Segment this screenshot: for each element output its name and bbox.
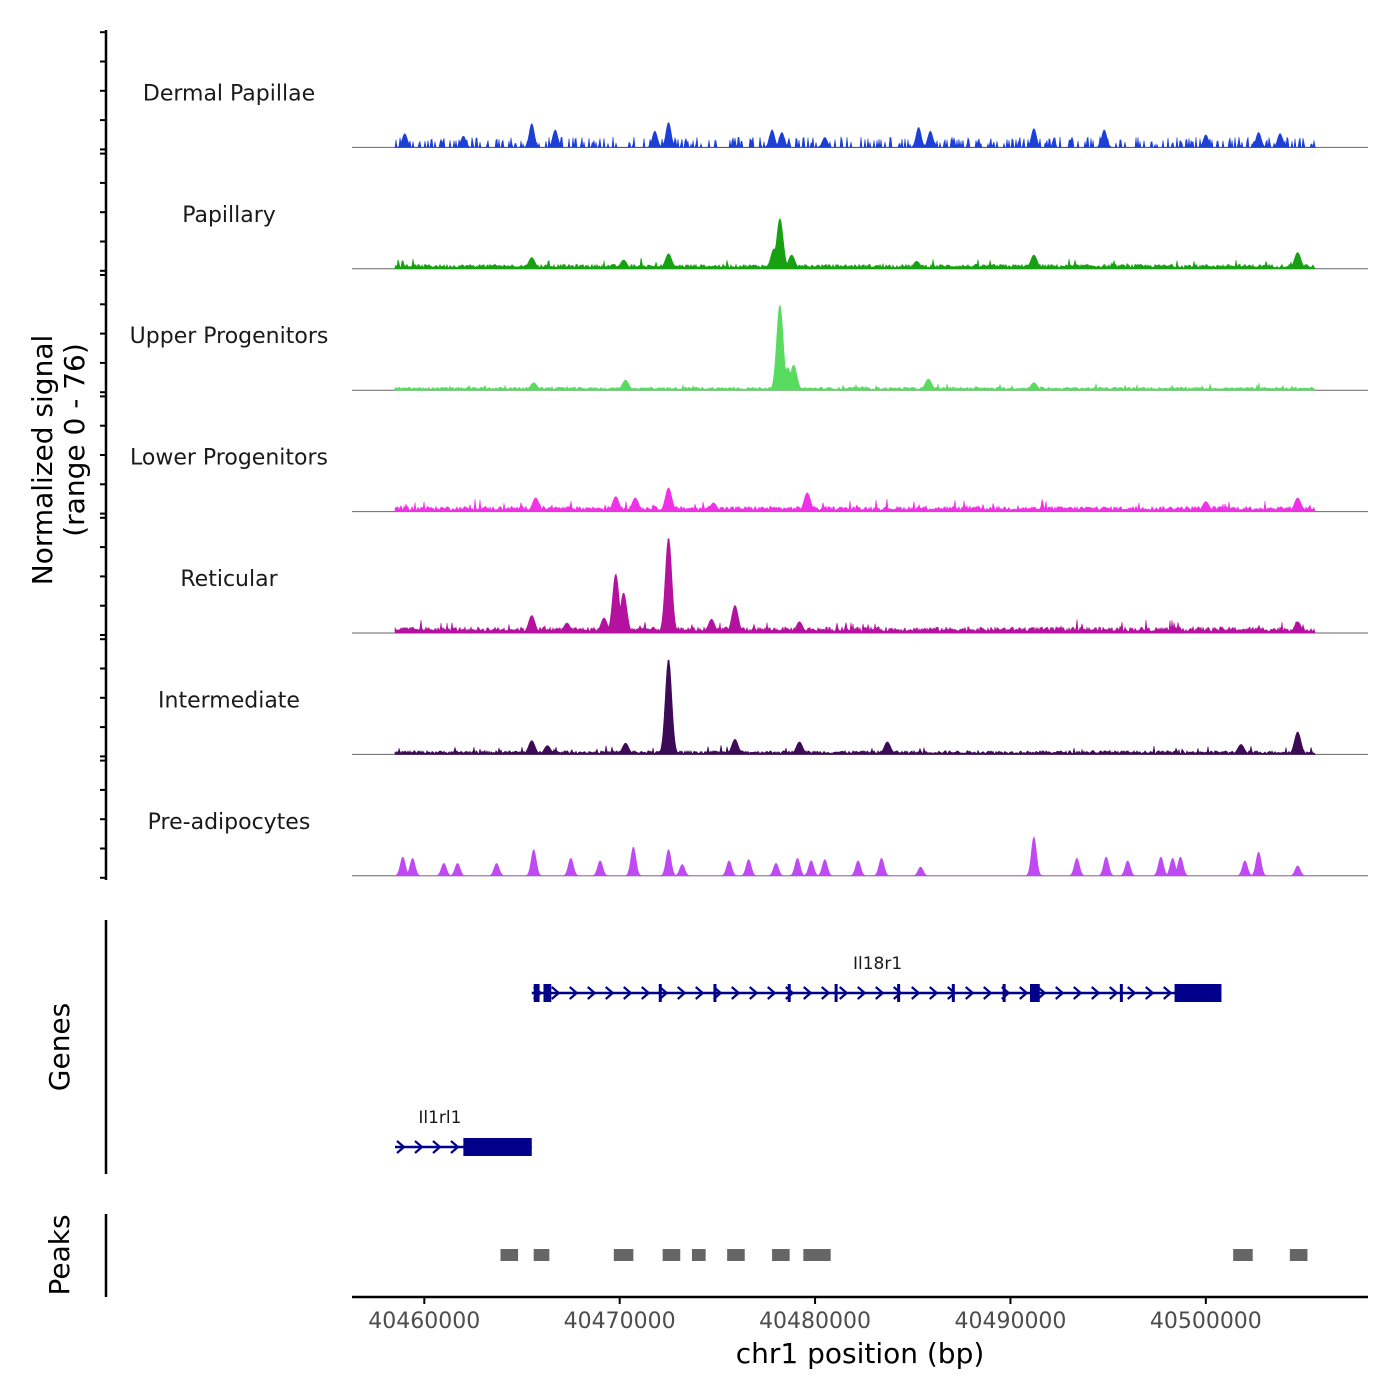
gene-exon (1029, 984, 1040, 1002)
signal-area (394, 217, 1316, 270)
strand-arrow (911, 986, 921, 1000)
signal-track: Pre-adipocytes (148, 810, 1368, 877)
y-axis-title-line2: (range 0 - 76) (58, 343, 91, 537)
signal-area (394, 122, 1316, 149)
gene-name-label: Il1rl1 (418, 1108, 461, 1128)
track-label: Papillary (182, 203, 276, 228)
strand-arrow (767, 986, 777, 1000)
strand-arrow (569, 986, 579, 1000)
strand-arrow (641, 986, 651, 1000)
gene-exon (658, 984, 662, 1002)
track-label: Reticular (180, 567, 278, 592)
strand-arrow (587, 986, 597, 1000)
peak-panel (104, 1214, 1308, 1297)
strand-arrow (450, 1140, 460, 1154)
x-axis: 40460000 40470000 40480000 40490000 40500000 (352, 1295, 1368, 1334)
strand-arrow (893, 986, 903, 1000)
signal-track: Reticular (180, 538, 1368, 634)
strand-arrow (1037, 986, 1047, 1000)
strand-arrow (551, 986, 561, 1000)
peak-region (1289, 1249, 1308, 1261)
track-label: Dermal Papillae (143, 81, 315, 106)
strand-arrow (623, 986, 633, 1000)
peaks-axis-title: Peaks (43, 1214, 76, 1295)
signal-track: Dermal Papillae (143, 81, 1368, 149)
y-axis-title-line1: Normalized signal (26, 335, 59, 586)
signal-track: Papillary (182, 203, 1368, 270)
strand-arrow (432, 1140, 442, 1154)
strand-arrow (857, 986, 867, 1000)
strand-arrow (875, 986, 885, 1000)
x-tick-label: 40480000 (759, 1309, 871, 1334)
signal-track: Intermediate (158, 659, 1368, 755)
gene-exon (713, 984, 717, 1002)
gene-exon (463, 1138, 532, 1156)
peak-region (691, 1249, 706, 1261)
gene-exon (951, 984, 955, 1002)
x-tick-label: 40500000 (1150, 1309, 1262, 1334)
strand-arrow (1055, 986, 1065, 1000)
signal-area (394, 304, 1316, 391)
track-label: Pre-adipocytes (148, 810, 311, 835)
gene-model: Il18r1 (531, 954, 1222, 1002)
strand-arrow (1073, 986, 1083, 1000)
track-label: Lower Progenitors (130, 446, 328, 471)
strand-arrow (929, 986, 939, 1000)
peak-region (533, 1249, 550, 1261)
peak-region (613, 1249, 634, 1261)
track-label: Intermediate (158, 688, 300, 713)
peak-region (662, 1249, 681, 1261)
strand-arrow (821, 986, 831, 1000)
x-axis-title: chr1 position (bp) (736, 1337, 985, 1370)
gene-exon (834, 984, 838, 1002)
track-label: Upper Progenitors (130, 324, 329, 349)
x-tick-label: 40490000 (954, 1309, 1066, 1334)
peak-region (727, 1249, 745, 1261)
strand-arrow (1145, 986, 1155, 1000)
strand-arrow (695, 986, 705, 1000)
signal-area (394, 835, 1316, 877)
peak-region (772, 1249, 790, 1261)
signal-panel: Dermal Papillae Papillary Upper Progenitor… (100, 30, 1368, 880)
signal-area (394, 538, 1316, 634)
gene-panel: Il18r1 Il1rl1 (104, 920, 1222, 1174)
strand-arrow (1163, 986, 1173, 1000)
strand-arrow (1091, 986, 1101, 1000)
strand-arrow (1109, 986, 1119, 1000)
gene-name-label: Il18r1 (853, 954, 902, 974)
strand-arrow (983, 986, 993, 1000)
strand-arrow (731, 986, 741, 1000)
strand-arrow (749, 986, 759, 1000)
strand-arrow (1019, 986, 1029, 1000)
gene-model: Il1rl1 (394, 1108, 532, 1156)
peak-region (500, 1249, 519, 1261)
peak-region (803, 1249, 831, 1261)
strand-arrow (605, 986, 615, 1000)
peak-region (1233, 1249, 1253, 1261)
genes-axis-title: Genes (43, 1003, 76, 1091)
signal-area (394, 659, 1316, 755)
x-tick-label: 40460000 (368, 1309, 480, 1334)
signal-track: Upper Progenitors (130, 304, 1368, 391)
strand-arrow (659, 986, 669, 1000)
gene-exon (897, 984, 901, 1002)
gene-exon (1002, 984, 1006, 1002)
gene-exon (543, 984, 552, 1002)
strand-arrow (677, 986, 687, 1000)
gene-exon (1174, 984, 1222, 1002)
gene-exon (1119, 984, 1123, 1002)
signal-track: Lower Progenitors (130, 446, 1368, 513)
strand-arrow (803, 986, 813, 1000)
strand-arrow (1127, 986, 1137, 1000)
gene-exon (787, 984, 791, 1002)
strand-arrow (839, 986, 849, 1000)
strand-arrow (396, 1140, 406, 1154)
strand-arrow (965, 986, 975, 1000)
x-tick-label: 40470000 (564, 1309, 676, 1334)
signal-area (394, 487, 1316, 512)
gene-exon (533, 984, 540, 1002)
strand-arrow (414, 1140, 424, 1154)
